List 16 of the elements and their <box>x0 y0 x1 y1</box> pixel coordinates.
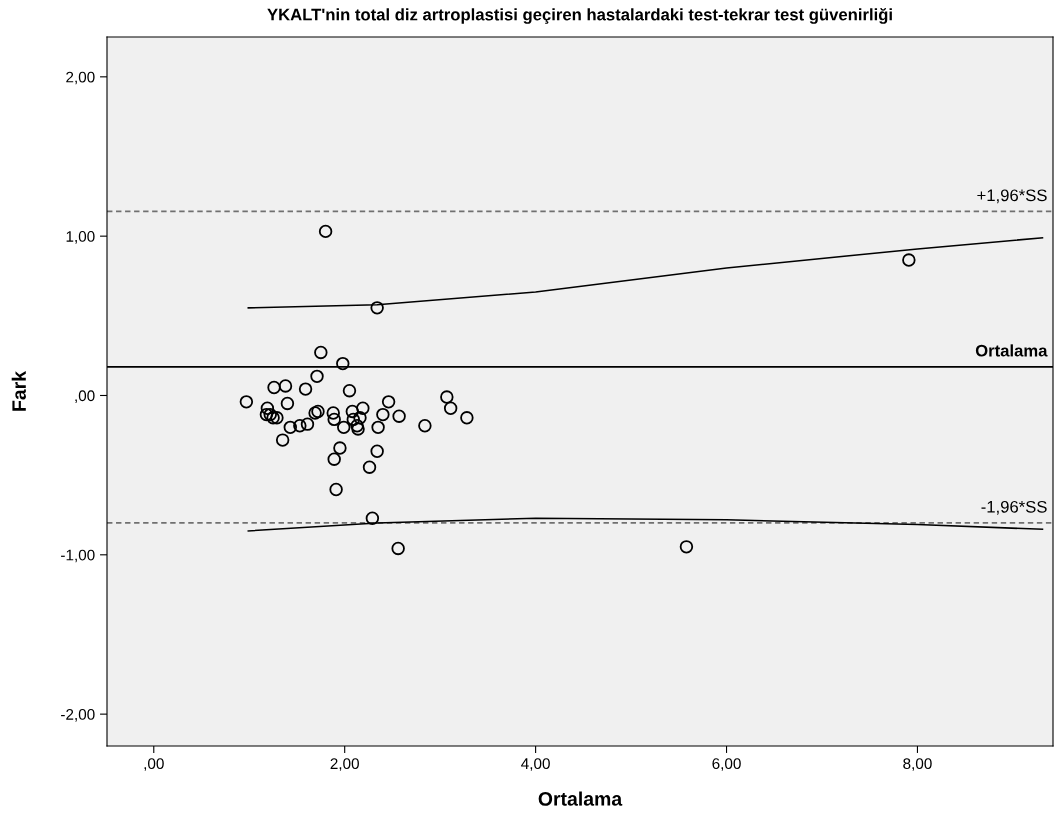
x-tick-label: 6,00 <box>712 758 741 771</box>
y-tick-label: 2,00 <box>66 71 95 85</box>
y-axis-title: Fark <box>11 370 26 411</box>
x-tick-label: 8,00 <box>903 758 932 771</box>
x-tick-label: 2,00 <box>330 758 359 771</box>
chart-title: YKALT'nin total diz artroplastisi geçiren hastalardaki test-tekrar test güvenirliği <box>267 8 892 24</box>
ref-line-label: Ortalama <box>975 344 1048 357</box>
x-tick-label: ,00 <box>144 758 164 771</box>
y-tick-label: 1,00 <box>66 231 95 244</box>
y-tick-label: ,00 <box>75 390 95 403</box>
ref-line-label: -1,96*SS <box>981 500 1047 515</box>
y-tick-label: -2,00 <box>61 709 95 722</box>
x-tick-label: 4,00 <box>521 758 550 771</box>
ref-line-label: +1,96*SS <box>977 189 1047 204</box>
y-tick-label: -1,00 <box>61 549 95 563</box>
x-axis-title: Ortalama <box>538 791 623 806</box>
